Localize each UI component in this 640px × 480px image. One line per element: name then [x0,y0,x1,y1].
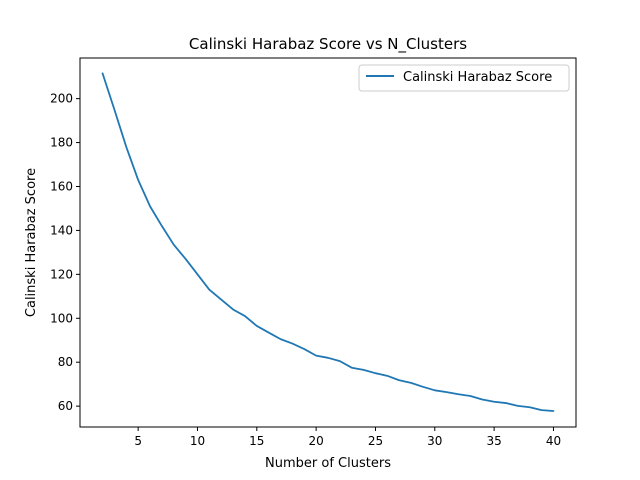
series-line [101,72,555,412]
y-axis-label: Calinski Harabaz Score [24,168,39,317]
y-tick-label: 80 [58,355,73,369]
x-tick-label: 35 [486,434,501,448]
legend-frame [358,64,570,92]
x-tick-label: 10 [190,434,205,448]
chart-title: Calinski Harabaz Score vs N_Clusters [189,35,467,54]
y-tick-label: 160 [50,179,73,193]
legend: Calinski Harabaz Score [358,64,570,92]
y-tick-label: 120 [50,267,73,281]
y-axis: 60 80 100 120 140 160 180 200 [50,92,80,413]
legend-label: Calinski Harabaz Score [403,70,552,85]
x-tick-label: 30 [427,434,442,448]
x-axis-label: Number of Clusters [265,456,391,471]
x-tick-label: 25 [368,434,383,448]
x-tick-label: 40 [546,434,561,448]
plot-frame [79,57,577,428]
plot-area [101,72,555,412]
y-tick-label: 100 [50,311,73,325]
y-tick-label: 60 [58,399,73,413]
x-tick-label: 20 [308,434,323,448]
x-tick-label: 15 [249,434,264,448]
x-tick-label: 5 [134,434,142,448]
y-tick-label: 200 [50,92,73,106]
y-tick-label: 140 [50,223,73,237]
y-tick-label: 180 [50,136,73,150]
x-axis: 5 10 15 20 25 30 35 40 [134,427,561,448]
